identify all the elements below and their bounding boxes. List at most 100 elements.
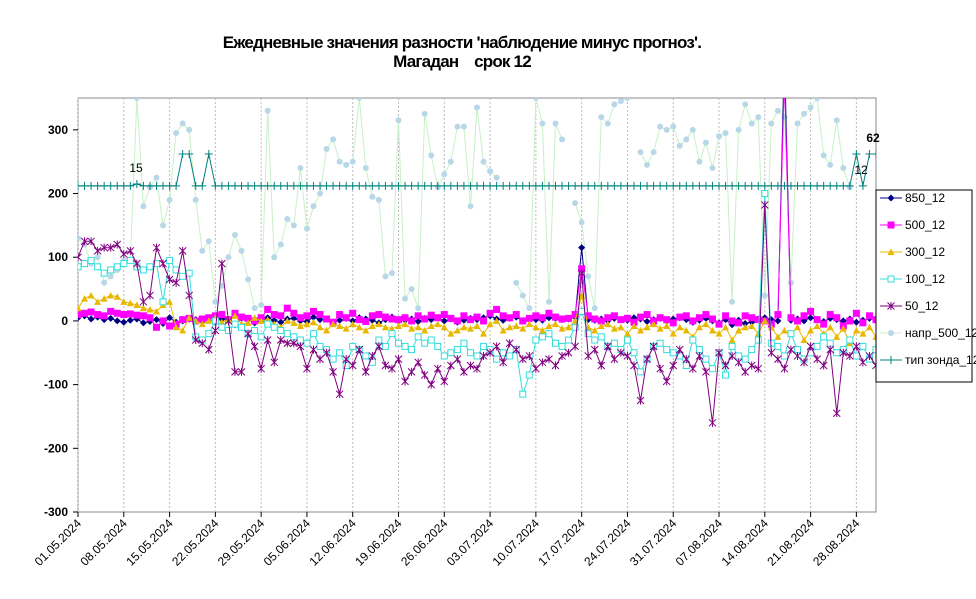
marker bbox=[578, 244, 586, 252]
marker bbox=[846, 317, 854, 325]
marker bbox=[453, 326, 461, 334]
marker bbox=[558, 351, 566, 360]
marker bbox=[610, 312, 618, 320]
marker bbox=[551, 313, 559, 321]
marker bbox=[611, 101, 618, 108]
marker bbox=[780, 352, 788, 360]
marker bbox=[80, 237, 89, 246]
annotation: 15 bbox=[129, 161, 143, 175]
marker bbox=[512, 322, 520, 330]
marker bbox=[598, 114, 605, 121]
marker bbox=[427, 336, 435, 344]
marker bbox=[407, 367, 416, 376]
marker bbox=[872, 316, 876, 324]
marker bbox=[839, 348, 848, 357]
marker bbox=[768, 120, 775, 127]
marker bbox=[198, 339, 207, 348]
marker bbox=[493, 305, 501, 313]
marker bbox=[852, 342, 861, 351]
marker bbox=[827, 161, 834, 168]
marker bbox=[545, 355, 553, 364]
chart-subtitle: Магадан срок 12 bbox=[393, 52, 531, 71]
marker bbox=[630, 322, 638, 330]
marker bbox=[433, 364, 442, 373]
marker bbox=[636, 396, 645, 405]
marker bbox=[755, 114, 762, 121]
marker bbox=[349, 342, 357, 350]
marker bbox=[657, 123, 664, 130]
marker bbox=[716, 133, 723, 140]
marker bbox=[538, 326, 546, 334]
marker bbox=[336, 322, 344, 330]
marker bbox=[486, 320, 494, 328]
marker bbox=[604, 314, 612, 322]
y-tick-label: -100 bbox=[44, 378, 68, 392]
marker bbox=[408, 325, 416, 332]
marker bbox=[113, 293, 121, 300]
marker bbox=[833, 117, 840, 124]
marker bbox=[139, 312, 147, 320]
marker bbox=[296, 342, 305, 351]
marker bbox=[584, 330, 592, 338]
marker bbox=[349, 158, 356, 165]
marker bbox=[781, 75, 788, 82]
marker bbox=[421, 339, 429, 347]
marker bbox=[604, 120, 611, 127]
marker bbox=[499, 358, 508, 367]
marker bbox=[801, 110, 808, 117]
marker bbox=[578, 219, 585, 226]
marker bbox=[191, 336, 200, 345]
marker bbox=[887, 221, 895, 229]
marker bbox=[532, 312, 540, 320]
marker bbox=[212, 298, 219, 305]
marker bbox=[113, 263, 121, 271]
marker bbox=[729, 298, 736, 305]
marker bbox=[94, 254, 101, 261]
marker bbox=[126, 299, 134, 307]
marker bbox=[211, 326, 220, 335]
marker bbox=[735, 126, 742, 133]
marker bbox=[414, 358, 422, 367]
marker bbox=[303, 339, 311, 347]
marker bbox=[368, 312, 376, 320]
marker bbox=[610, 355, 619, 364]
marker bbox=[166, 196, 173, 203]
marker bbox=[466, 349, 474, 357]
marker bbox=[663, 322, 671, 330]
marker bbox=[172, 323, 180, 331]
marker bbox=[480, 317, 488, 325]
marker bbox=[231, 312, 239, 319]
marker bbox=[519, 325, 527, 332]
marker bbox=[329, 320, 337, 328]
marker bbox=[492, 342, 501, 351]
marker bbox=[211, 317, 219, 325]
marker bbox=[578, 265, 586, 273]
marker bbox=[643, 311, 651, 319]
marker bbox=[617, 316, 625, 324]
marker bbox=[859, 358, 867, 367]
x-tick-label: 31.07.2024 bbox=[627, 516, 680, 569]
marker bbox=[552, 120, 559, 127]
marker bbox=[774, 355, 782, 364]
marker bbox=[368, 322, 376, 330]
x-tick-label: 17.07.2024 bbox=[535, 516, 588, 569]
marker bbox=[505, 339, 514, 348]
marker bbox=[643, 323, 651, 331]
marker bbox=[106, 243, 115, 252]
marker bbox=[113, 317, 121, 325]
marker bbox=[375, 196, 382, 203]
legend-label: напр_500_12 bbox=[905, 326, 976, 340]
legend-label: 100_12 bbox=[905, 272, 945, 286]
marker bbox=[408, 346, 416, 354]
marker bbox=[781, 50, 788, 57]
marker bbox=[545, 330, 553, 338]
marker bbox=[126, 316, 134, 324]
marker bbox=[126, 310, 134, 318]
marker bbox=[747, 361, 756, 370]
marker bbox=[159, 317, 167, 325]
marker bbox=[309, 313, 317, 321]
marker bbox=[637, 368, 645, 376]
marker bbox=[872, 346, 876, 354]
marker bbox=[87, 315, 95, 323]
marker bbox=[689, 126, 696, 133]
